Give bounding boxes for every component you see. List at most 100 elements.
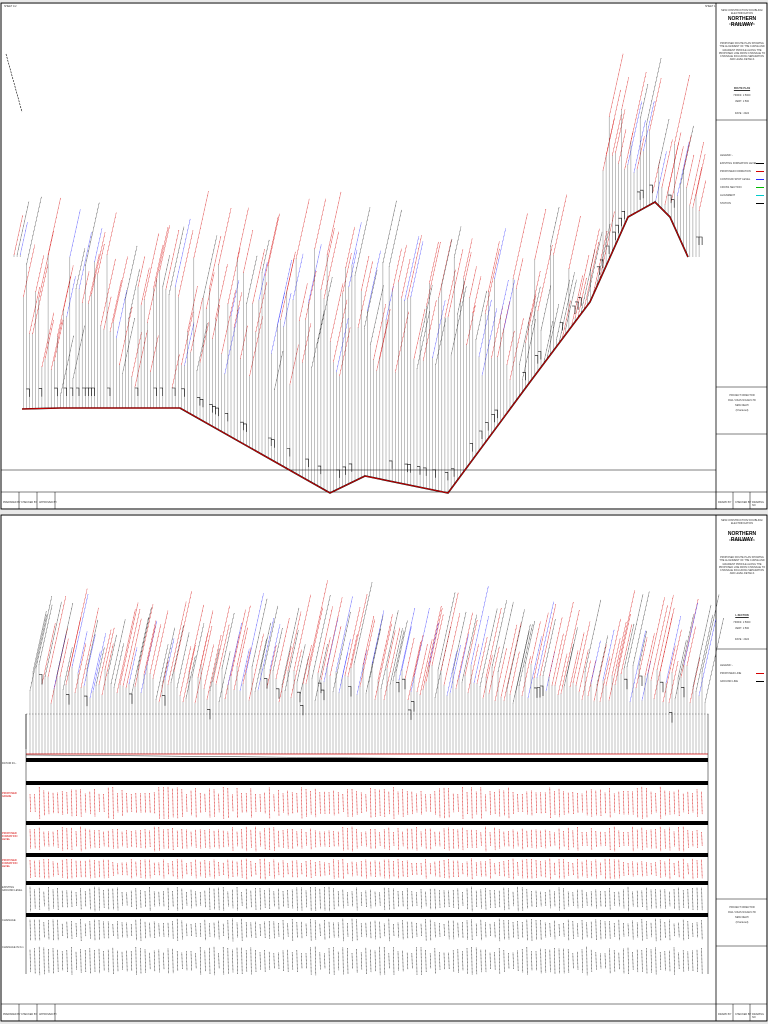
table-cell-value xyxy=(48,920,50,940)
table-cell-value xyxy=(48,831,50,847)
annotation-label xyxy=(475,290,487,341)
table-cell-value xyxy=(659,889,662,909)
annotation-label xyxy=(182,644,196,702)
table-cell-value xyxy=(475,830,478,848)
table-cell-value xyxy=(314,788,317,818)
table-cell-value xyxy=(443,787,445,819)
annotation-label xyxy=(575,621,591,686)
table-cell-value xyxy=(416,827,418,851)
annotation-label xyxy=(246,255,258,305)
annotation-label xyxy=(335,596,353,672)
annotation-label xyxy=(698,618,717,696)
table-cell-value xyxy=(535,951,537,971)
table-cell-value xyxy=(287,863,289,875)
table-cell-value xyxy=(494,890,496,908)
table-cell-value xyxy=(494,952,496,970)
table-cell-value xyxy=(452,793,455,813)
table-cell-value xyxy=(130,794,133,812)
table-cell-value xyxy=(526,859,528,879)
station-marker xyxy=(612,231,616,241)
station-marker xyxy=(596,266,601,275)
table-cell-value xyxy=(429,919,432,941)
table-cell-value xyxy=(655,829,657,849)
table-cell-value xyxy=(80,888,82,910)
annotation-label xyxy=(531,286,541,326)
table-cell-value xyxy=(268,888,271,910)
annotation-label xyxy=(524,621,535,666)
annotation-label xyxy=(203,644,214,689)
legend-swatch xyxy=(756,171,764,172)
table-cell-value xyxy=(554,832,556,846)
title2-subheading: L-SECTION xyxy=(735,614,749,617)
annotation-label xyxy=(119,602,139,685)
annotation-label xyxy=(612,114,622,156)
table-cell-value xyxy=(144,890,146,908)
table-cell-value xyxy=(71,827,73,851)
table-cell-value xyxy=(613,892,616,906)
annotation-label xyxy=(357,261,373,328)
table-cell-value xyxy=(291,792,294,814)
annotation-label xyxy=(245,592,264,674)
table-cell-value xyxy=(609,858,611,880)
table-cell-value xyxy=(498,862,501,876)
table-cell-value xyxy=(337,922,340,938)
table-cell-value xyxy=(600,789,602,817)
table-cell-value xyxy=(416,863,418,875)
table-cell-value xyxy=(29,859,31,879)
table-cell-value xyxy=(563,922,565,938)
table-cell-value xyxy=(604,792,606,814)
table-cell-value xyxy=(443,859,445,879)
annotation-label xyxy=(533,612,549,678)
table-cell-value xyxy=(636,788,639,818)
station-marker xyxy=(699,236,703,245)
table-cell-value xyxy=(664,951,666,971)
annotation-label xyxy=(515,631,530,692)
table-cell-value xyxy=(94,860,96,878)
annotation-label xyxy=(13,215,23,256)
annotation-label xyxy=(158,659,169,703)
annotation-label xyxy=(413,634,424,677)
table-cell-value xyxy=(328,830,330,848)
annotation-label xyxy=(57,275,71,337)
table-cell-value xyxy=(43,790,45,816)
table-cell-value xyxy=(636,829,639,849)
table-cell-value xyxy=(98,919,100,941)
annotation-label xyxy=(395,311,409,373)
annotation-label xyxy=(704,617,724,703)
table-cell-value xyxy=(402,920,404,940)
table-cell-value xyxy=(503,920,505,940)
footer-checked: CHECKED BY xyxy=(21,501,38,504)
table-cell-value xyxy=(581,889,583,909)
table-cell-value xyxy=(218,862,220,876)
signature-line4: (Chartered) xyxy=(735,409,749,412)
table-cell-value xyxy=(255,921,257,939)
table-cell-value xyxy=(434,948,436,974)
table-cell-value xyxy=(411,862,413,876)
table-cell-value xyxy=(66,949,68,973)
annotation-label xyxy=(500,624,518,698)
table-cell-value xyxy=(245,922,248,938)
table-cell-value xyxy=(439,788,441,818)
table-cell-value xyxy=(411,953,413,969)
table-cell-value xyxy=(98,887,100,911)
station-marker xyxy=(66,694,70,705)
annotation-label xyxy=(515,258,524,289)
table-cell-value xyxy=(425,859,427,879)
table-cell-value xyxy=(627,791,629,815)
annotation-label xyxy=(218,651,231,702)
table-cell-value xyxy=(365,890,367,908)
annotation-label xyxy=(314,643,328,702)
table-cell-value xyxy=(130,950,133,972)
table-cell-value xyxy=(98,830,100,848)
table-cell-value xyxy=(328,863,330,875)
table-cell-value xyxy=(388,953,390,969)
table-cell-value xyxy=(195,859,197,879)
station-marker xyxy=(348,686,352,697)
table-cell-value xyxy=(153,891,156,907)
footer-approved: APPROVED BY xyxy=(39,501,57,504)
table-cell-value xyxy=(333,831,335,847)
table-cell-value xyxy=(117,863,119,875)
annotation-label xyxy=(452,611,467,672)
annotation-label xyxy=(263,605,279,669)
table-cell-value xyxy=(558,828,560,850)
